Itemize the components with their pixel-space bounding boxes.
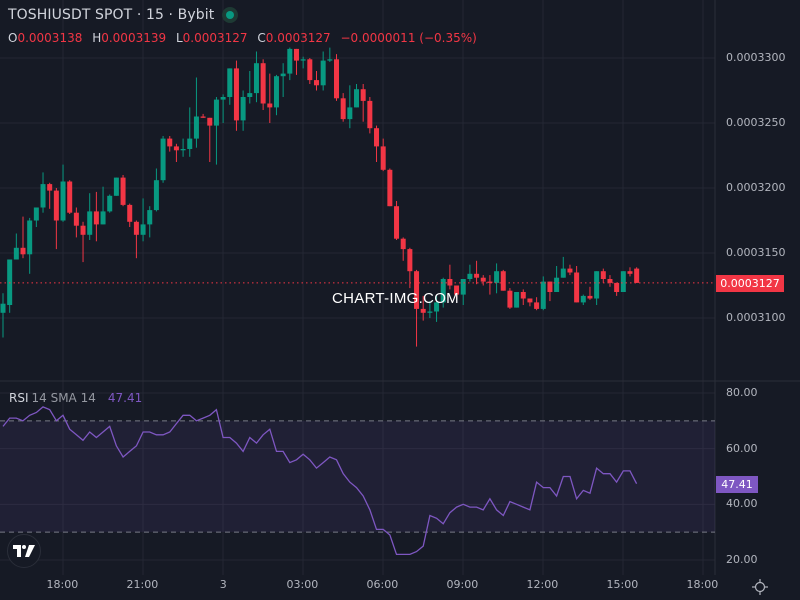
time-tick-label: 3 bbox=[219, 578, 227, 591]
rsi-tick-label: 20.00 bbox=[726, 553, 758, 566]
open-label: O bbox=[8, 31, 18, 45]
time-tick-label: 12:00 bbox=[526, 578, 559, 591]
ohlc-legend: O0.0003138 H0.0003139 L0.0003127 C0.0003… bbox=[8, 31, 483, 45]
price-tick-label: 0.0003250 bbox=[726, 116, 786, 129]
high-value: 0.0003139 bbox=[101, 31, 167, 45]
price-tick-label: 0.0003100 bbox=[726, 311, 786, 324]
rsi-line bbox=[2, 406, 638, 556]
symbol-title[interactable]: TOSHIUSDT SPOT · 15 · Bybit bbox=[8, 7, 215, 23]
close-value: 0.0003127 bbox=[265, 31, 331, 45]
time-tick-label: 21:00 bbox=[126, 578, 159, 591]
tradingview-logo-icon[interactable] bbox=[7, 534, 41, 568]
watermark: CHART-IMG.COM bbox=[332, 290, 459, 307]
high-label: H bbox=[92, 31, 102, 45]
change-value: −0.0000011 (−0.35%) bbox=[340, 31, 477, 45]
rsi-tick-label: 40.00 bbox=[726, 497, 758, 511]
last-price-label: 0.0003127 bbox=[716, 274, 784, 292]
time-tick-label: 03:00 bbox=[286, 578, 319, 591]
rsi-tick-label: 80.00 bbox=[726, 386, 758, 399]
rsi-name: RSI bbox=[9, 391, 29, 405]
candlestick-series bbox=[0, 47, 640, 347]
rsi-legend[interactable]: RSI 14 SMA 14 47.41 bbox=[9, 391, 142, 405]
price-tick-label: 0.0003300 bbox=[726, 51, 786, 64]
price-tick-label: 0.0003150 bbox=[726, 246, 786, 259]
time-tick-label: 18:00 bbox=[686, 578, 719, 591]
rsi-tick-label: 60.00 bbox=[726, 441, 758, 455]
time-tick-label: 06:00 bbox=[366, 578, 399, 591]
time-tick-label: 15:00 bbox=[606, 578, 639, 591]
open-value: 0.0003138 bbox=[17, 31, 83, 45]
time-tick-label: 18:00 bbox=[46, 578, 79, 591]
rsi-value: 47.41 bbox=[107, 391, 143, 405]
time-tick-label: 09:00 bbox=[446, 578, 479, 591]
close-label: C bbox=[257, 31, 266, 45]
market-status-icon bbox=[222, 7, 238, 23]
low-value: 0.0003127 bbox=[182, 31, 248, 45]
rsi-value-label: 47.41 bbox=[716, 475, 758, 493]
rsi-band bbox=[0, 420, 715, 533]
price-tick-label: 0.0003200 bbox=[726, 181, 786, 194]
settings-gear-icon[interactable] bbox=[751, 578, 769, 596]
rsi-params: 14 SMA 14 bbox=[31, 391, 96, 405]
low-label: L bbox=[175, 31, 183, 45]
